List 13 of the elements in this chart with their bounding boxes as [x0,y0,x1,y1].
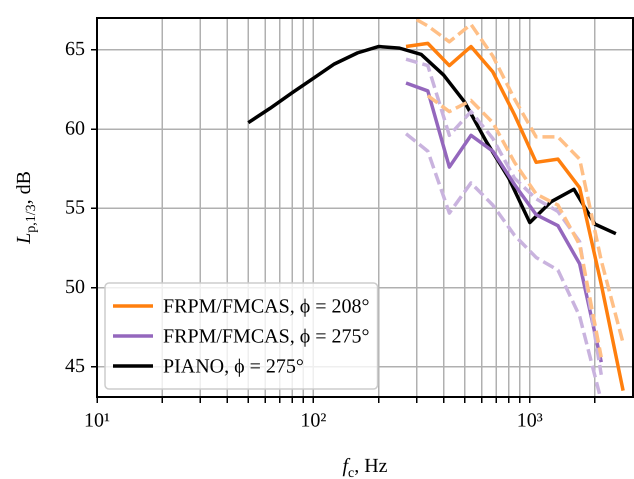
y-tick-label: 45 [65,355,85,378]
x-tick-label: 10³ [516,409,543,432]
line-series [426,94,604,360]
x-tick-label: 10¹ [84,409,110,432]
y-tick-label: 65 [65,38,85,60]
legend-label: PIANO, ϕ = 275° [163,355,304,378]
x-tick-label: 10² [300,409,326,432]
legend-label: FRPM/FMCAS, ϕ = 275° [163,325,370,348]
legend-label: FRPM/FMCAS, ϕ = 208° [163,295,370,318]
y-tick-label: 50 [65,276,85,298]
y-tick-label: 60 [65,117,85,140]
y-tick-label: 55 [65,196,85,219]
y-axis-title: Lp,1/3, dB [13,171,39,245]
